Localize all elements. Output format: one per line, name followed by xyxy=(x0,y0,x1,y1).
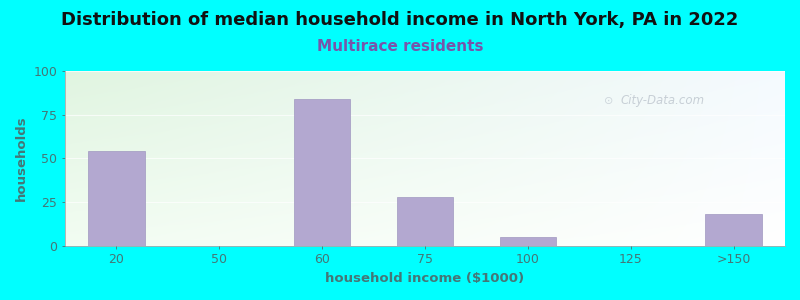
Y-axis label: households: households xyxy=(15,116,28,201)
Bar xyxy=(88,152,145,246)
Text: City-Data.com: City-Data.com xyxy=(621,94,705,107)
Bar xyxy=(499,237,556,246)
Text: ⊙: ⊙ xyxy=(604,96,614,106)
Bar xyxy=(397,197,454,246)
Bar xyxy=(706,214,762,246)
X-axis label: household income ($1000): household income ($1000) xyxy=(326,272,525,285)
Text: Multirace residents: Multirace residents xyxy=(317,39,483,54)
Text: Distribution of median household income in North York, PA in 2022: Distribution of median household income … xyxy=(62,11,738,28)
Bar xyxy=(294,99,350,246)
